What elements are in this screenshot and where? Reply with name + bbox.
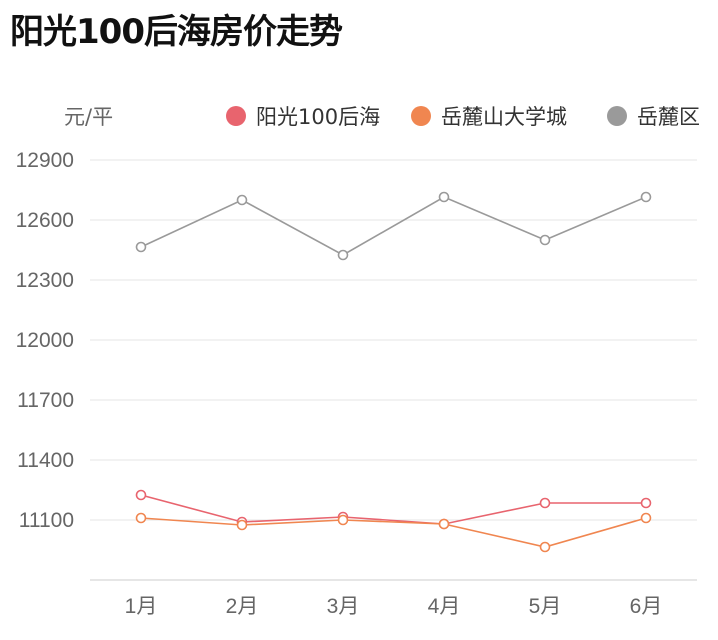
x-tick-label: 3月 xyxy=(327,595,360,618)
series-line xyxy=(140,494,646,525)
data-point[interactable] xyxy=(438,191,450,203)
data-point[interactable] xyxy=(640,497,652,509)
legend-swatch xyxy=(607,106,627,126)
y-axis-unit-label: 元/平 xyxy=(64,105,113,129)
x-tick-label: 1月 xyxy=(125,595,158,618)
legend-item[interactable]: 岳麓区 xyxy=(607,105,700,129)
legend-swatch xyxy=(411,106,431,126)
y-tick-label: 11100 xyxy=(19,509,74,532)
y-tick-label: 12000 xyxy=(16,329,74,352)
y-tick-label: 12300 xyxy=(16,269,74,292)
legend-item[interactable]: 阳光100后海 xyxy=(226,105,380,129)
series-lines xyxy=(135,191,652,553)
legend-label: 岳麓区 xyxy=(637,105,700,129)
data-point[interactable] xyxy=(135,512,147,524)
data-point[interactable] xyxy=(135,489,147,501)
data-point[interactable] xyxy=(438,518,450,530)
y-axis-ticks: 11100 11400 11700 12000 12300 12600 12900 xyxy=(16,149,74,532)
grid-lines xyxy=(90,159,697,521)
page-title: 阳光100后海房价走势 xyxy=(10,12,343,52)
legend-label: 阳光100后海 xyxy=(256,105,380,129)
y-tick-label: 12600 xyxy=(16,209,74,232)
data-point[interactable] xyxy=(539,541,551,553)
x-tick-label: 2月 xyxy=(226,595,259,618)
x-axis-ticks: 1月 2月 3月 4月 5月 6月 xyxy=(125,595,663,618)
data-point[interactable] xyxy=(539,497,551,509)
y-tick-label: 11700 xyxy=(17,389,74,412)
data-point[interactable] xyxy=(539,234,551,246)
data-point[interactable] xyxy=(640,191,652,203)
y-tick-label: 11400 xyxy=(17,449,74,472)
data-point[interactable] xyxy=(236,519,248,531)
legend-swatch xyxy=(226,106,246,126)
data-point[interactable] xyxy=(337,514,349,526)
x-tick-label: 6月 xyxy=(630,595,663,618)
data-point[interactable] xyxy=(337,249,349,261)
legend-item[interactable]: 岳麓山大学城 xyxy=(411,105,567,129)
data-point[interactable] xyxy=(135,241,147,253)
y-tick-label: 12900 xyxy=(16,149,74,172)
data-point[interactable] xyxy=(236,194,248,206)
x-tick-label: 4月 xyxy=(428,595,461,618)
legend-label: 岳麓山大学城 xyxy=(441,105,567,129)
x-tick-label: 5月 xyxy=(529,595,562,618)
legend: 阳光100后海 岳麓山大学城 岳麓区 xyxy=(226,105,700,129)
data-point[interactable] xyxy=(640,512,652,524)
series-line xyxy=(140,517,647,548)
series-line xyxy=(140,196,647,256)
